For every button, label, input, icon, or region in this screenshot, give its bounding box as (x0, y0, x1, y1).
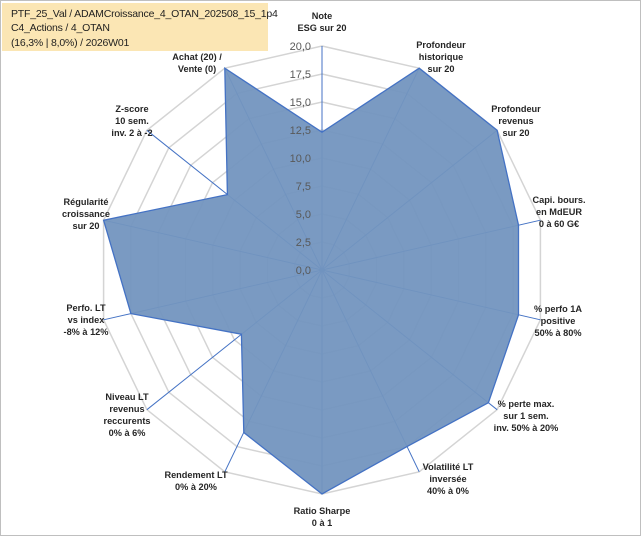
portfolio-title: PTF_25_Val / ADAMCroissance_4_OTAN_20250… (11, 8, 278, 20)
tick-label: 2,5 (296, 237, 311, 249)
axis-label-line: Note (312, 11, 332, 21)
axis-label-line: historique (419, 52, 463, 62)
axis-label: % perte max. sur 1 sem. inv. 50% à 20% (494, 399, 559, 433)
axis-label: Ratio Sharpe 0 à 1 (294, 506, 351, 528)
axis-label: Z-score 10 sem. inv. 2 à -2 (111, 104, 152, 138)
axis-label-line: ESG sur 20 (297, 23, 346, 33)
axis-label-line: sur 20 (502, 128, 529, 138)
axis-label-line: % perfo 1A (534, 304, 582, 314)
axis-label-line: % perte max. (498, 399, 555, 409)
axis-label-line: revenus (109, 404, 144, 414)
axis-label-line: 10 sem. (115, 116, 149, 126)
axis-label-line: Perfo. LT (66, 303, 106, 313)
tick-label: 17,5 (290, 69, 311, 81)
tick-label: 12,5 (290, 125, 311, 137)
axis-label-line: Volatilité LT (423, 462, 474, 472)
axis-label-line: Achat (20) / (172, 52, 222, 62)
radar-series (102, 66, 520, 495)
radar-axis-labels: Note ESG sur 20 Profondeur historique sur 20… (62, 11, 586, 528)
portfolio-stats: (16,3% | 8,0%) / 2026W01 (11, 37, 130, 49)
portfolio-category: C4_Actions / 4_OTAN (11, 22, 110, 34)
axis-label-line: Vente (0) (178, 64, 216, 74)
info-box: PTF_25_Val / ADAMCroissance_4_OTAN_20250… (2, 3, 278, 51)
axis-label: Note ESG sur 20 (297, 11, 346, 33)
tick-label: 5,0 (296, 209, 311, 221)
axis-label-line: Profondeur (491, 104, 541, 114)
axis-label: Profondeur revenus sur 20 (491, 104, 541, 138)
axis-label-line: 40% à 0% (427, 486, 469, 496)
axis-label-line: 50% à 80% (535, 328, 582, 338)
axis-label-line: inv. 50% à 20% (494, 423, 559, 433)
axis-label-line: sur 20 (427, 64, 454, 74)
axis-label: Capi. bours. en MdEUR 0 à 60 G€ (532, 195, 585, 229)
axis-label: Profondeur historique sur 20 (416, 40, 466, 74)
axis-label-line: inv. 2 à -2 (111, 128, 152, 138)
axis-label-line: Ratio Sharpe (294, 506, 351, 516)
tick-label: 15,0 (290, 97, 311, 109)
axis-label-line: 0% à 6% (109, 428, 146, 438)
axis-label-line: -8% à 12% (64, 327, 109, 337)
axis-label-line: croissance (62, 209, 110, 219)
axis-label-line: vs index (68, 315, 106, 325)
axis-label-line: Rendement LT (164, 470, 228, 480)
tick-label: 20,0 (290, 41, 311, 53)
tick-label: 7,5 (296, 181, 311, 193)
axis-label: Rendement LT 0% à 20% (164, 470, 228, 492)
axis-label-line: Régularité (64, 197, 109, 207)
axis-label-line: inversée (429, 474, 466, 484)
axis-label-line: 0% à 20% (175, 482, 217, 492)
tick-label: 0,0 (296, 265, 311, 277)
axis-label: Régularité croissance sur 20 (62, 197, 110, 231)
radar-tick-labels: 0,0 2,5 5,0 7,5 10,0 12,5 15,0 17,5 20,0 (290, 41, 311, 277)
axis-label-line: sur 1 sem. (503, 411, 548, 421)
axis-label: Niveau LT revenus reccurents 0% à 6% (104, 392, 151, 438)
axis-label-line: 0 à 60 G€ (539, 219, 579, 229)
axis-label-line: en MdEUR (536, 207, 582, 217)
axis-label-line: sur 20 (72, 221, 99, 231)
axis-label-line: Niveau LT (105, 392, 149, 402)
axis-label-line: 0 à 1 (312, 518, 332, 528)
axis-label: Perfo. LT vs index -8% à 12% (64, 303, 109, 337)
series-area (102, 66, 520, 495)
tick-label: 10,0 (290, 153, 311, 165)
axis-label-line: Z-score (115, 104, 148, 114)
axis-label: % perfo 1A positive 50% à 80% (534, 304, 582, 338)
axis-label-line: Profondeur (416, 40, 466, 50)
axis-label-line: Capi. bours. (532, 195, 585, 205)
axis-label-line: revenus (498, 116, 533, 126)
axis-label: Volatilité LT inversée 40% à 0% (423, 462, 474, 496)
axis-label-line: reccurents (104, 416, 151, 426)
axis-label-line: positive (541, 316, 576, 326)
